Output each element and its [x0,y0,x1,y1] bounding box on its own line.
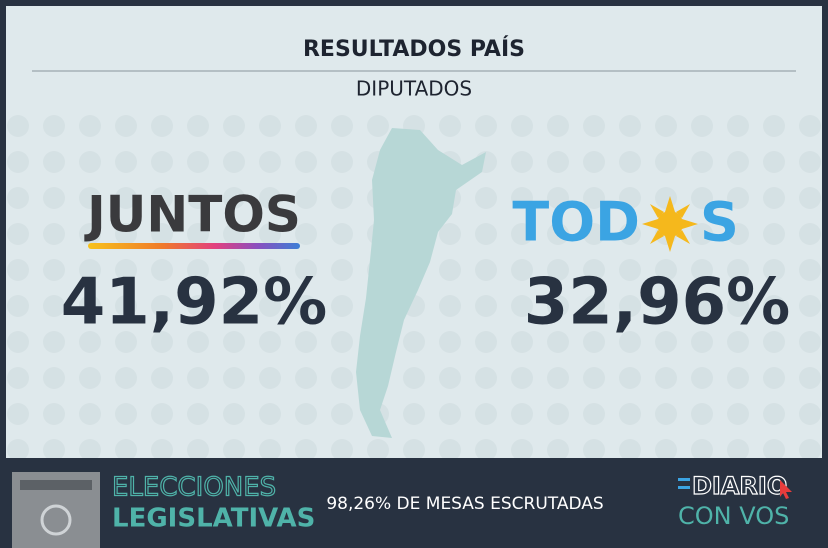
party-name-part: TOD [512,191,640,254]
party-underline [88,243,300,249]
party-name: JUNTOS [84,186,301,244]
title: RESULTADOS PAÍS [303,36,525,62]
ballot-box-icon [12,472,100,548]
logo-mark [678,478,690,481]
footer [0,458,828,548]
logo-line: CON VOS [678,502,789,530]
map [356,128,486,438]
party-name-part: S [700,191,739,254]
status: 98,26% DE MESAS ESCRUTADAS [326,494,603,514]
logo-mark [678,486,690,489]
party-result: 41,92% [61,266,328,340]
logo-line: DIARIO [692,472,787,500]
cursor-icon [780,480,792,499]
subtitle: DIPUTADOS [356,77,472,101]
brand-line: ELECCIONES [112,473,276,503]
party-result: 32,96% [524,266,791,340]
brand-line: LEGISLATIVAS [112,504,315,534]
sun-icon [642,196,698,252]
